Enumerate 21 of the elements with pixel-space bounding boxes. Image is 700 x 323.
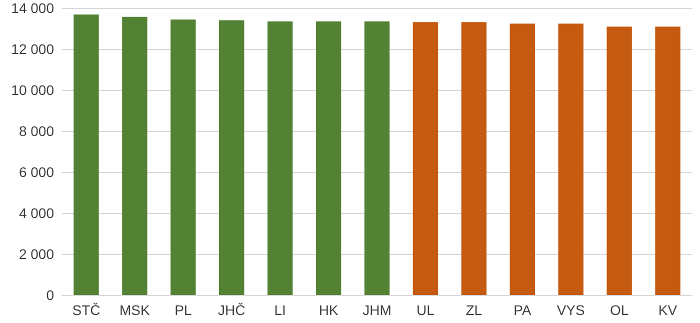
- y-tick-label: 2 000: [18, 246, 54, 262]
- x-tick-label: UL: [416, 302, 435, 318]
- y-tick-label: 10 000: [11, 82, 54, 98]
- x-tick-label: ZL: [466, 302, 482, 318]
- x-tick-label: VYS: [556, 302, 585, 318]
- y-tick-label: 4 000: [18, 205, 54, 221]
- x-tick-label: HK: [318, 302, 339, 318]
- x-tick-label: STČ: [72, 302, 100, 318]
- x-tick-label: MSK: [120, 302, 151, 318]
- y-tick-label: 12 000: [11, 41, 54, 57]
- y-tick-label: 6 000: [18, 164, 54, 180]
- x-tick-label: JHČ: [218, 302, 246, 318]
- y-tick-label: 14 000: [11, 0, 54, 16]
- x-tick-label: JHM: [362, 302, 392, 318]
- x-tick-label: LI: [274, 302, 286, 318]
- x-tick-label: OL: [610, 302, 629, 318]
- y-tick-label: 8 000: [18, 123, 54, 139]
- x-tick-label: PL: [174, 302, 192, 318]
- x-tick-label: KV: [658, 302, 678, 318]
- y-tick-label: 0: [46, 287, 54, 303]
- x-tick-label: PA: [514, 302, 532, 318]
